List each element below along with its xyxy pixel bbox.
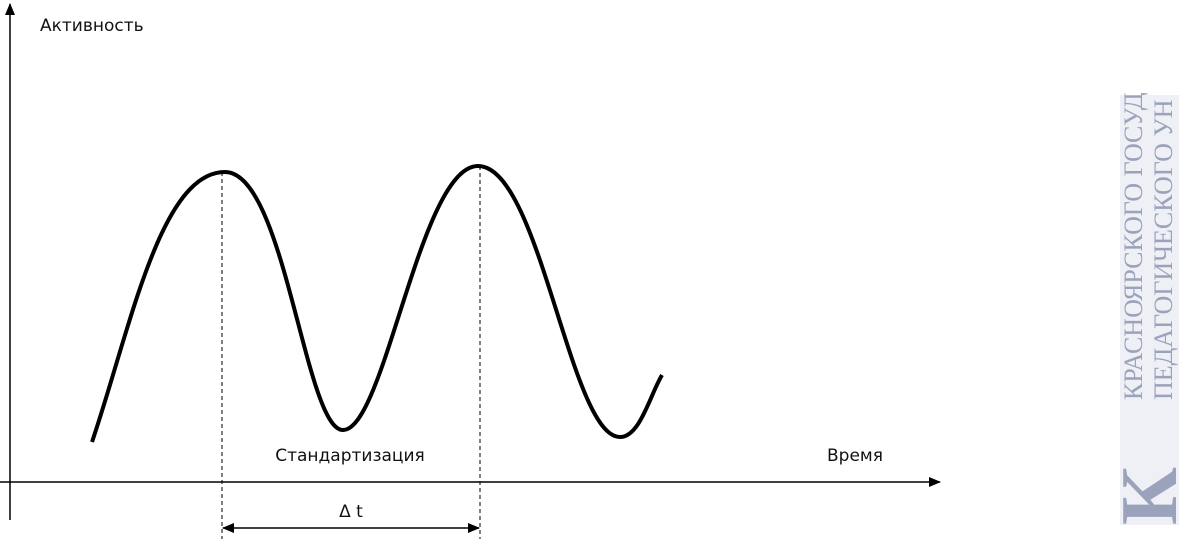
watermark: КРАСНОЯРСКОГО ГОСУД ПЕДАГОГИЧЕСКОГО УН К	[1106, 92, 1179, 525]
x-axis-label: Время	[827, 446, 883, 466]
watermark-line: ПЕДАГОГИЧЕСКОГО УН	[1149, 99, 1178, 400]
watermark-letter: К	[1106, 467, 1179, 525]
activity-curve	[90, 163, 664, 443]
phase-label: Стандартизация	[275, 446, 425, 466]
y-axis-label: Активность	[40, 16, 144, 36]
interval-label: Δ t	[339, 502, 363, 522]
watermark-band	[1120, 95, 1179, 525]
watermark-line: КРАСНОЯРСКОГО ГОСУД	[1119, 92, 1148, 400]
